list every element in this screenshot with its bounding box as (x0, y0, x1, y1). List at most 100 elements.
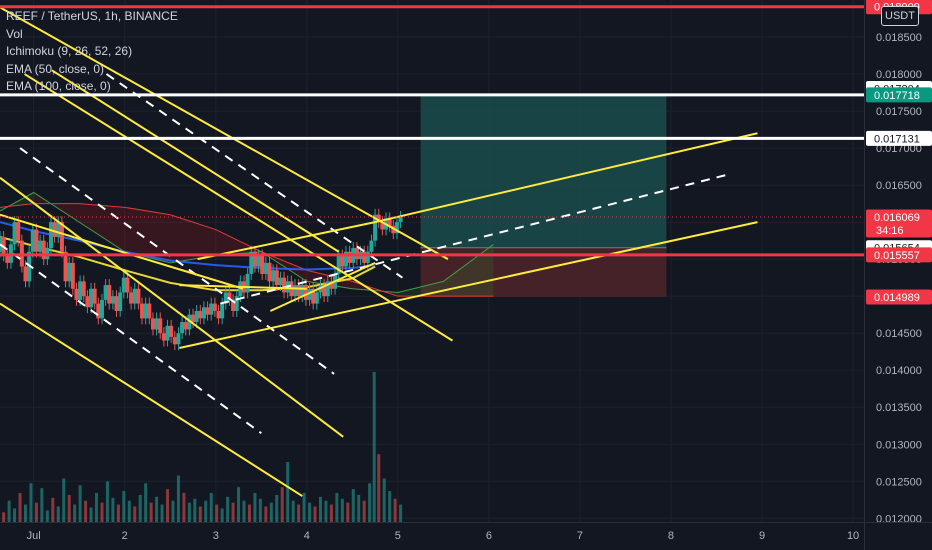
volume-bar-60 (329, 504, 333, 522)
candle-20 (70, 262, 75, 289)
volume-bar-43 (237, 487, 241, 522)
volume-bar-32 (176, 475, 180, 522)
candle-86 (311, 288, 316, 304)
candle-27 (96, 303, 101, 319)
candle-2 (5, 255, 10, 263)
legend-symbol[interactable]: REEF / TetherUS, 1h, BINANCE (6, 9, 178, 23)
volume-bar-65 (357, 494, 361, 522)
cloud-segment-2 (79, 203, 125, 252)
trendline-9 (374, 132, 758, 224)
volume-bars (2, 372, 403, 522)
candle-4 (12, 222, 17, 245)
volume-bar-12 (67, 494, 71, 522)
volume-bar-72 (393, 498, 397, 522)
y-tick-label-4: 0.014000 (876, 365, 922, 377)
candle-96 (347, 251, 352, 263)
cloud-segment-3 (124, 207, 171, 263)
price-tag-6: 0.015557 (874, 250, 920, 262)
candle-7 (23, 266, 28, 282)
candle-76 (274, 270, 279, 286)
x-tick-label-5: 6 (486, 530, 492, 542)
volume-bar-14 (78, 485, 82, 522)
candle-40 (143, 303, 148, 319)
y-tick-label-5: 0.014500 (876, 328, 922, 340)
candle-30 (107, 285, 112, 304)
candle-104 (376, 214, 381, 223)
volume-bar-35 (193, 498, 197, 522)
y-tick-label-1: 0.012500 (876, 476, 922, 488)
candle-44 (158, 318, 163, 334)
legend-ema100[interactable]: EMA (100, close, 0) (6, 79, 111, 93)
currency-button[interactable]: USDT (881, 6, 919, 26)
volume-bar-10 (56, 506, 60, 522)
candle-101 (365, 251, 370, 263)
trendline-0 (0, 6, 449, 261)
candle-57 (205, 307, 210, 315)
price-tag-bg-7 (866, 289, 932, 305)
price-tag-bg-4 (866, 209, 932, 238)
y-tick-label-10: 0.017000 (876, 143, 922, 155)
x-tick-label-2: 3 (213, 530, 219, 542)
volume-bar-5 (29, 483, 33, 522)
candle-41 (147, 303, 152, 319)
candle-32 (114, 296, 119, 311)
volume-bar-6 (34, 502, 38, 522)
candle-75 (271, 270, 276, 282)
candle-109 (394, 222, 399, 234)
volume-bar-70 (382, 478, 386, 522)
trendline-10 (179, 221, 758, 349)
candle-54 (194, 310, 199, 323)
trendline-4 (0, 302, 303, 497)
target-zone (420, 94, 667, 248)
legend-ema50[interactable]: EMA (50, close, 0) (6, 61, 105, 76)
volume-bar-39 (215, 504, 219, 522)
horizontal-lines (0, 5, 864, 257)
trendline-3 (0, 176, 344, 438)
candle-18 (63, 251, 68, 282)
candle-9 (30, 229, 35, 252)
candle-73 (263, 262, 268, 274)
legend-ichimoku[interactable]: Ichimoku (9, 26, 52, 26) (6, 44, 133, 58)
trendline-11 (220, 173, 731, 305)
volume-bar-73 (399, 504, 403, 522)
volume-bar-68 (372, 372, 376, 522)
price-tag-3: 0.017131 (874, 133, 920, 145)
candle-93 (336, 255, 341, 274)
volume-bar-47 (258, 498, 262, 522)
candle-10 (34, 229, 39, 252)
volume-bar-28 (155, 496, 159, 522)
position-zones (420, 94, 667, 297)
volume-bar-17 (95, 492, 99, 522)
volume-bar-16 (89, 507, 93, 522)
time-axis[interactable]: Jul 2 3 4 5 6 7 8 9 10 (0, 522, 932, 543)
candle-24 (85, 296, 90, 308)
volume-bar-27 (149, 502, 153, 522)
candle-34 (121, 277, 126, 293)
volume-bar-21 (116, 504, 120, 522)
volume-bar-26 (144, 483, 148, 522)
candle-55 (198, 310, 203, 319)
span-b-line (0, 203, 494, 297)
trendline-6 (19, 147, 335, 375)
candle-65 (234, 296, 239, 311)
candle-23 (81, 281, 86, 297)
candle-51 (183, 322, 188, 330)
candle-74 (267, 262, 272, 282)
candle-58 (209, 303, 214, 315)
volume-bar-34 (187, 502, 191, 522)
trendline-12 (0, 213, 244, 290)
volume-bar-56 (308, 502, 312, 522)
candle-105 (380, 222, 385, 230)
candle-16 (56, 222, 61, 237)
volume-bar-18 (100, 502, 104, 522)
candle-21 (74, 288, 79, 300)
legend-vol[interactable]: Vol (6, 26, 23, 41)
candle-110 (398, 216, 403, 223)
candle-60 (216, 310, 221, 319)
volume-bar-3 (18, 492, 22, 522)
x-tick-label-9: 10 (847, 530, 859, 542)
candle-43 (154, 318, 159, 330)
y-tick-label-3: 0.013500 (876, 402, 922, 414)
candle-81 (292, 285, 297, 297)
